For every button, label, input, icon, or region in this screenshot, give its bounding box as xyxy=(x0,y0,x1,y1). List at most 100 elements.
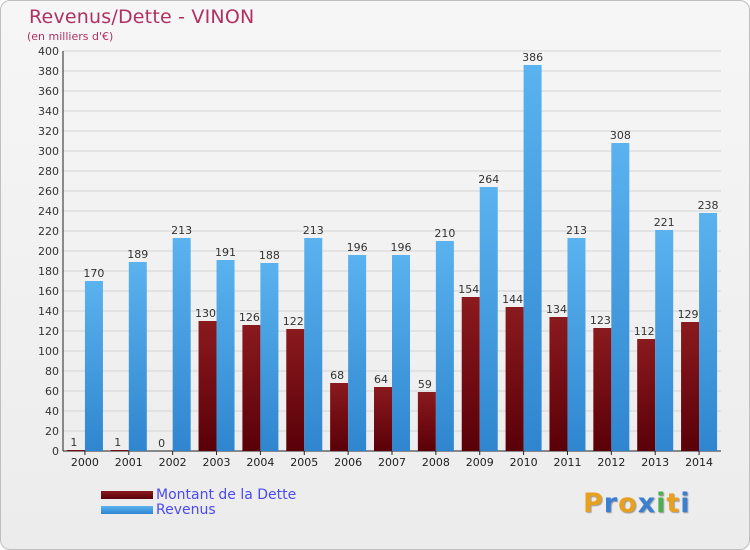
data-label-revenus: 213 xyxy=(303,224,324,237)
bar-dette xyxy=(637,339,656,451)
y-tick-label: 400 xyxy=(38,45,59,58)
bar-dette xyxy=(374,387,392,451)
data-label-revenus: 308 xyxy=(610,129,631,142)
y-tick-label: 40 xyxy=(45,405,59,418)
bar-revenus xyxy=(172,238,191,451)
data-label-dette: 64 xyxy=(374,373,388,386)
bar-dette xyxy=(110,450,129,451)
bar-revenus xyxy=(611,143,630,451)
bar-revenus xyxy=(567,238,586,451)
data-label-revenus: 189 xyxy=(127,248,148,261)
bar-dette xyxy=(505,307,524,451)
data-label-dette: 130 xyxy=(195,307,216,320)
x-tick-label: 2013 xyxy=(641,456,669,469)
data-label-revenus: 264 xyxy=(478,173,499,186)
data-label-revenus: 386 xyxy=(522,51,543,64)
x-tick-label: 2007 xyxy=(378,456,406,469)
bar-dette xyxy=(242,325,261,451)
data-label-dette: 0 xyxy=(158,437,165,450)
x-tick-label: 2004 xyxy=(246,456,274,469)
data-label-dette: 1 xyxy=(114,436,121,449)
x-tick-label: 2003 xyxy=(203,456,231,469)
data-label-revenus: 191 xyxy=(215,246,236,259)
bar-revenus xyxy=(699,213,718,451)
data-label-revenus: 210 xyxy=(434,227,455,240)
bar-dette xyxy=(286,329,305,451)
chart-subtitle: (en milliers d'€) xyxy=(27,30,114,43)
bar-revenus xyxy=(84,281,103,451)
y-tick-label: 140 xyxy=(38,305,59,318)
y-tick-label: 0 xyxy=(52,445,59,458)
data-label-revenus: 238 xyxy=(698,199,719,212)
x-tick-label: 2012 xyxy=(597,456,625,469)
data-label-dette: 1 xyxy=(70,436,77,449)
data-label-revenus: 213 xyxy=(566,224,587,237)
y-tick-label: 240 xyxy=(38,205,59,218)
legend-item-dette: Montant de la Dette xyxy=(101,486,297,503)
bar-revenus xyxy=(128,262,147,451)
legend: Montant de la Dette Revenus xyxy=(101,486,297,518)
data-label-revenus: 170 xyxy=(83,267,104,280)
bar-revenus xyxy=(655,230,674,451)
data-label-dette: 126 xyxy=(239,311,260,324)
data-label-dette: 154 xyxy=(458,283,479,296)
data-label-dette: 122 xyxy=(283,315,304,328)
bar-dette xyxy=(66,450,85,451)
x-tick-label: 2011 xyxy=(553,456,581,469)
x-tick-label: 2000 xyxy=(71,456,99,469)
bar-revenus xyxy=(392,255,410,451)
bar-dette xyxy=(549,317,568,451)
data-label-revenus: 221 xyxy=(654,216,675,229)
y-tick-label: 120 xyxy=(38,325,59,338)
y-tick-label: 260 xyxy=(38,185,59,198)
x-tick-label: 2005 xyxy=(290,456,318,469)
bar-dette xyxy=(417,392,436,451)
data-label-dette: 129 xyxy=(678,308,699,321)
x-tick-label: 2008 xyxy=(422,456,450,469)
bar-revenus xyxy=(260,263,279,451)
y-tick-label: 300 xyxy=(38,145,59,158)
y-tick-label: 160 xyxy=(38,285,59,298)
y-tick-label: 340 xyxy=(38,105,59,118)
y-tick-label: 180 xyxy=(38,265,59,278)
y-tick-label: 100 xyxy=(38,345,59,358)
data-label-revenus: 196 xyxy=(391,241,412,254)
proxiti-logo: Proxiti xyxy=(583,488,691,519)
bar-dette xyxy=(198,321,217,451)
x-tick-label: 2014 xyxy=(685,456,713,469)
legend-label-dette: Montant de la Dette xyxy=(156,486,297,503)
data-label-revenus: 188 xyxy=(259,249,280,262)
legend-swatch-revenus xyxy=(101,505,153,514)
y-tick-label: 200 xyxy=(38,245,59,258)
data-label-dette: 123 xyxy=(590,314,611,327)
y-tick-label: 360 xyxy=(38,85,59,98)
data-label-dette: 134 xyxy=(546,303,567,316)
bar-dette xyxy=(461,297,480,451)
y-tick-label: 220 xyxy=(38,225,59,238)
bar-dette xyxy=(681,322,700,451)
bar-dette xyxy=(330,383,349,451)
data-label-dette: 144 xyxy=(502,293,523,306)
legend-swatch-dette xyxy=(101,490,153,499)
x-tick-label: 2002 xyxy=(159,456,187,469)
bar-dette xyxy=(593,328,612,451)
y-tick-label: 380 xyxy=(38,65,59,78)
data-label-dette: 68 xyxy=(330,369,344,382)
x-tick-label: 2010 xyxy=(510,456,538,469)
data-label-dette: 112 xyxy=(634,325,655,338)
x-tick-label: 2006 xyxy=(334,456,362,469)
legend-item-revenus: Revenus xyxy=(101,501,296,518)
y-tick-label: 60 xyxy=(45,385,59,398)
x-tick-label: 2001 xyxy=(115,456,143,469)
data-label-dette: 59 xyxy=(418,378,432,391)
legend-label-revenus: Revenus xyxy=(156,501,216,518)
bar-revenus xyxy=(435,241,454,451)
bar-revenus xyxy=(479,187,498,451)
x-tick-label: 2009 xyxy=(466,456,494,469)
data-label-revenus: 196 xyxy=(347,241,368,254)
y-tick-label: 320 xyxy=(38,125,59,138)
y-tick-label: 20 xyxy=(45,425,59,438)
y-tick-label: 80 xyxy=(45,365,59,378)
